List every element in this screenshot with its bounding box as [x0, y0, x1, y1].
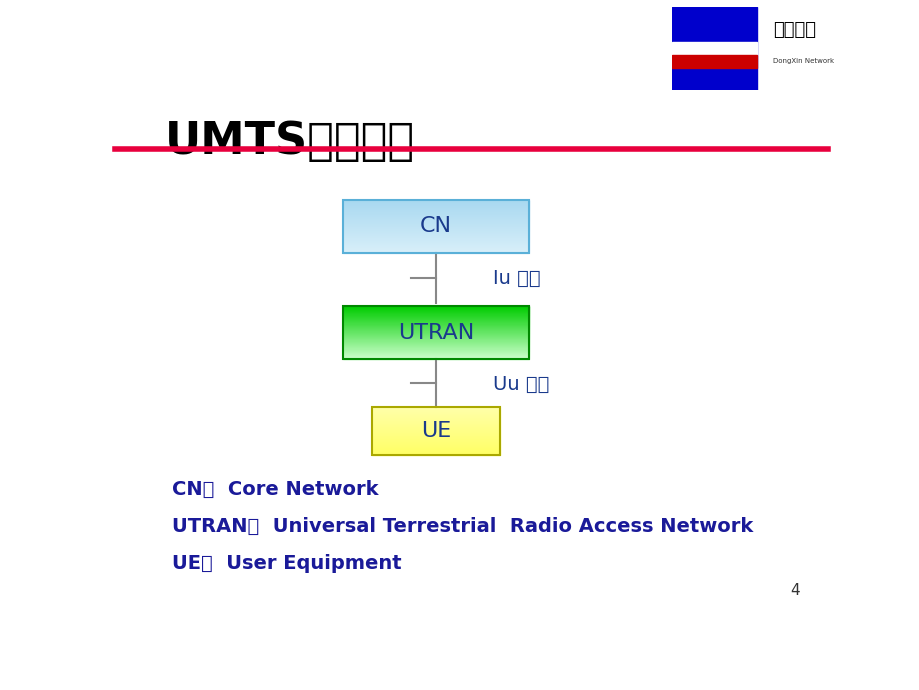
Bar — [671, 7, 755, 90]
Text: UMTS通用接口: UMTS通用接口 — [165, 120, 414, 163]
Bar — [343, 199, 528, 253]
Bar — [671, 41, 755, 55]
Text: Iu 接口: Iu 接口 — [493, 269, 540, 288]
Text: 4: 4 — [789, 583, 799, 598]
Bar — [671, 55, 755, 68]
Text: UTRAN: UTRAN — [397, 322, 473, 342]
Text: UE：  User Equipment: UE： User Equipment — [172, 554, 402, 573]
Text: DongXin Network: DongXin Network — [772, 58, 833, 63]
Text: CN: CN — [419, 216, 451, 236]
Text: UE: UE — [420, 421, 450, 441]
Text: 东信网络: 东信网络 — [772, 21, 815, 39]
Bar — [343, 306, 528, 359]
Text: Uu 接口: Uu 接口 — [493, 375, 549, 394]
Bar — [371, 407, 500, 455]
Text: CN：  Core Network: CN： Core Network — [172, 480, 378, 499]
Text: UTRAN：  Universal Terrestrial  Radio Access Network: UTRAN： Universal Terrestrial Radio Acces… — [172, 517, 753, 536]
